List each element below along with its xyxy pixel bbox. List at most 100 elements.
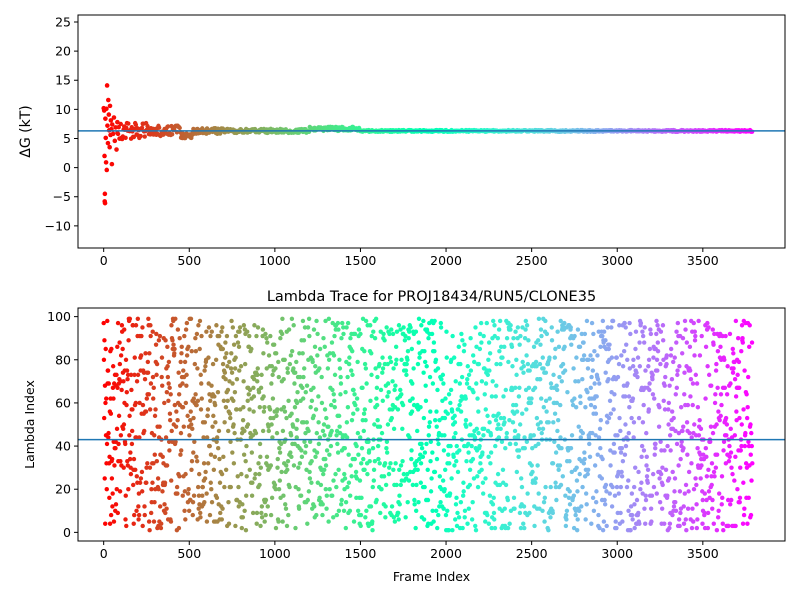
lambda-point: [260, 327, 266, 332]
lambda-point: [362, 348, 367, 354]
lambda-point: [536, 426, 542, 432]
lambda-point: [202, 499, 207, 505]
lambda-point: [205, 461, 211, 466]
lambda-point: [186, 344, 191, 350]
lambda-point: [277, 478, 283, 483]
lambda-point: [266, 353, 272, 358]
lambda-point: [391, 467, 396, 473]
lambda-point: [157, 333, 163, 339]
lambda-point: [504, 430, 510, 436]
lambda-point: [139, 333, 144, 339]
lambda-point: [643, 521, 648, 526]
lambda-point: [305, 325, 311, 330]
lambda-point: [352, 392, 357, 397]
lambda-point: [359, 446, 365, 451]
lambda-point: [318, 482, 324, 488]
lambda-point: [428, 489, 434, 494]
delta-g-ylabel: ΔG (kT): [18, 105, 34, 157]
lambda-point: [375, 417, 380, 423]
lambda-point: [228, 415, 233, 421]
lambda-point: [704, 474, 710, 479]
lambda-point: [346, 361, 352, 367]
lambda-point: [706, 467, 711, 473]
lambda-point: [461, 348, 467, 354]
lambda-point: [244, 443, 249, 449]
lambda-point: [192, 361, 198, 367]
lambda-point: [514, 409, 520, 414]
lambda-point: [428, 409, 433, 414]
lambda-point: [322, 407, 328, 412]
lambda-point: [625, 381, 630, 386]
lambda-point: [719, 474, 725, 479]
lambda-point: [259, 510, 264, 516]
y-tick-label: 25: [55, 14, 71, 29]
lambda-point: [418, 461, 424, 466]
lambda-point: [204, 329, 209, 334]
lambda-point: [704, 454, 709, 460]
lambda-point: [631, 420, 637, 425]
lambda-point: [628, 528, 633, 533]
lambda-point: [140, 402, 146, 408]
lambda-point: [533, 476, 539, 481]
lambda-point: [328, 443, 334, 449]
lambda-point: [363, 515, 368, 520]
lambda-point: [245, 398, 250, 403]
lambda-point: [241, 405, 246, 410]
lambda-point: [661, 338, 666, 343]
lambda-point: [576, 424, 581, 429]
lambda-point: [664, 361, 669, 367]
lambda-point: [153, 407, 158, 412]
lambda-point: [370, 519, 375, 524]
lambda-point: [220, 506, 225, 511]
lambda-point: [136, 504, 141, 509]
lambda-point: [380, 370, 385, 375]
lambda-point: [445, 411, 450, 416]
lambda-point: [618, 450, 624, 455]
lambda-point: [469, 517, 475, 522]
lambda-point: [217, 456, 222, 462]
lambda-point: [297, 351, 302, 356]
lambda-point: [243, 528, 249, 533]
lambda-point: [300, 385, 305, 391]
lambda-point: [483, 476, 488, 481]
lambda-point: [105, 368, 111, 373]
lambda-point: [584, 502, 589, 507]
lambda-point: [142, 376, 148, 382]
lambda-point: [385, 422, 391, 427]
lambda-point: [613, 519, 618, 524]
lambda-point: [184, 320, 190, 326]
lambda-point: [649, 493, 655, 498]
lambda-point: [622, 452, 628, 457]
lambda-point: [632, 502, 637, 507]
lambda-point: [712, 331, 717, 337]
lambda-point: [270, 372, 275, 378]
lambda-point: [676, 517, 682, 522]
lambda-point: [643, 497, 649, 503]
lambda-point: [606, 415, 612, 421]
lambda-point: [144, 480, 149, 485]
lambda-point: [612, 493, 618, 498]
lambda-point: [539, 333, 544, 339]
lambda-point: [134, 379, 140, 384]
lambda-point: [258, 454, 263, 460]
delta-g-point: [115, 119, 120, 125]
lambda-point: [410, 381, 415, 386]
lambda-point: [618, 428, 623, 434]
lambda-point: [597, 381, 602, 386]
lambda-point: [517, 385, 522, 391]
lambda-point: [694, 381, 700, 386]
lambda-point: [718, 413, 723, 419]
lambda-point: [537, 361, 543, 367]
lambda-point: [487, 368, 492, 373]
lambda-point: [587, 441, 592, 447]
lambda-point: [136, 517, 141, 522]
lambda-point: [257, 482, 262, 488]
lambda-point: [418, 480, 424, 485]
lambda-point: [570, 402, 576, 408]
lambda-point: [496, 327, 502, 332]
lambda-point: [132, 372, 137, 378]
lambda-point: [524, 439, 530, 444]
lambda-point: [619, 446, 625, 451]
